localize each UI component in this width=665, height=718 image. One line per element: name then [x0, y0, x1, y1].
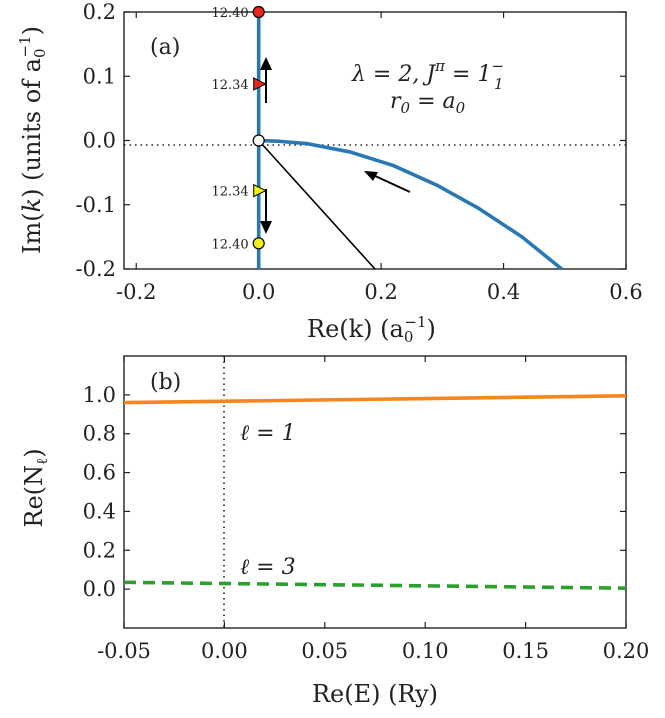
x-tick-label: 0.05 [301, 639, 348, 663]
trajectory-curve [258, 138, 563, 271]
x-tick-label: 0.20 [603, 639, 650, 663]
panel-a-lines [256, 12, 563, 271]
y-tick-label: 0.0 [83, 129, 116, 153]
annotation-r0: r0 = a0 [390, 89, 466, 117]
x-tick-label: 0.6 [609, 280, 642, 304]
y-tick-label: 0.2 [83, 538, 116, 562]
x-tick-label: 0.15 [502, 639, 549, 663]
panel-a-xlabel: Re(k) (a0−1) [307, 313, 436, 346]
y-tick-label: -0.2 [76, 257, 117, 281]
panel-a-ticks: -0.2 0.0 0.2 0.4 0.6 0.2 0.1 0.0 -0.1 -0.2 [76, 0, 643, 304]
down-arrow [260, 189, 272, 234]
panel-b-ylabel: Re(Nℓ) [20, 448, 51, 527]
series-l3-line [123, 580, 627, 590]
x-tick-label: 0.0 [242, 280, 275, 304]
origin-marker [252, 134, 265, 147]
y-tick-label: 0.0 [83, 577, 116, 601]
x-tick-label: 0.00 [201, 639, 248, 663]
panel-b-label: (b) [150, 370, 181, 395]
circle-marker [252, 5, 265, 19]
marker-label: 12.34 [211, 78, 248, 93]
x-tick-label: 0.2 [364, 280, 397, 304]
curve-arrow [364, 171, 411, 193]
panel-a-label: (a) [150, 35, 180, 60]
panel-a: -0.2 0.0 0.2 0.4 0.60.20.10.0-0.1-0.2 12.401… [16, 0, 643, 346]
triangle-marker [253, 77, 267, 91]
panel-b-frame [123, 355, 627, 629]
panel-a-frame [123, 11, 627, 270]
y-tick-label: 0.8 [83, 422, 116, 446]
panel-b-xlabel: Re(E) (Ry) [312, 680, 438, 708]
x-tick-label: -0.2 [116, 280, 157, 304]
y-tick-label: 0.2 [83, 0, 116, 24]
y-tick-label: 0.6 [83, 461, 116, 485]
x-tick-label: 0.10 [402, 639, 449, 663]
y-tick-label: 1.0 [83, 383, 116, 407]
panel-b-ticks: -0.05 0.00 0.05 0.10 0.15 0.20 1.0 0.8 0.6 0.4 0.2… [83, 356, 650, 663]
panel-a-markers: 12.40 12.34 12.34 12.40 [211, 5, 267, 252]
triangle-marker [253, 183, 267, 198]
x-tick-label: -0.05 [97, 639, 151, 663]
marker-label: 12.40 [211, 237, 248, 252]
up-arrow [260, 57, 272, 103]
circle-marker [252, 237, 265, 250]
straight-line [258, 139, 376, 270]
annotation-l3: ℓ = 3 [240, 555, 296, 580]
y-tick-label: 0.4 [83, 499, 116, 523]
annotation-lambda: λ = 2, Jπ = 1− 1 [351, 57, 504, 93]
y-tick-label: -0.1 [76, 193, 117, 217]
panel-b-lines [123, 394, 627, 590]
marker-label: 12.34 [211, 185, 248, 200]
annotation-l1: ℓ = 1 [240, 421, 296, 446]
series-l1-line [123, 394, 627, 405]
x-tick-label: 0.4 [487, 280, 520, 304]
marker-label: 12.40 [211, 6, 248, 21]
panel-b: -0.05 0.00 0.05 0.10 0.15 0.20 1.0 0.8 0.6 0.4 0.2… [20, 355, 650, 708]
panel-a-ylabel: Im(k) (units of a0−1) [16, 26, 49, 254]
y-tick-label: 0.1 [83, 64, 116, 88]
